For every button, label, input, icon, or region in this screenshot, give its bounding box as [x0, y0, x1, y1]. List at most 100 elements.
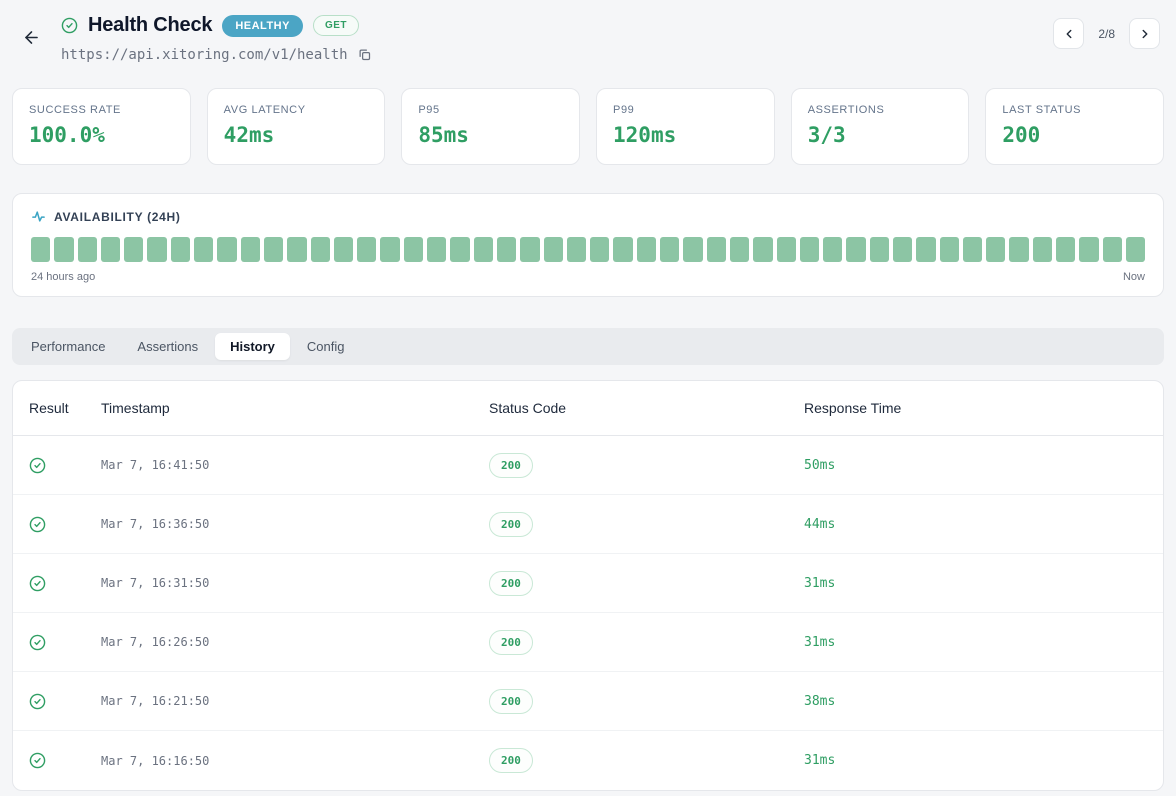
availability-end-label: Now — [1122, 271, 1145, 283]
stat-value: 100.0% — [29, 123, 105, 147]
availability-bar — [683, 237, 703, 262]
timestamp-cell: Mar 7, 16:16:50 — [101, 753, 210, 768]
back-button[interactable] — [16, 22, 47, 53]
availability-bar — [1125, 237, 1146, 262]
availability-bar — [473, 237, 493, 262]
availability-bar — [566, 237, 587, 262]
availability-bar — [380, 237, 400, 262]
stat-card-p99: P99 120ms — [596, 88, 775, 165]
availability-bar — [892, 237, 913, 262]
pagination: 2/8 — [1053, 18, 1160, 49]
next-page-button[interactable] — [1129, 18, 1160, 49]
result-success-icon — [29, 693, 101, 710]
availability-bar — [310, 237, 330, 262]
result-success-icon — [29, 634, 101, 651]
availability-bar — [1056, 237, 1076, 262]
availability-bar — [799, 237, 820, 262]
availability-bar — [403, 237, 424, 262]
availability-bar — [1102, 237, 1122, 262]
availability-card: AVAILABILITY (24H) 24 hours ago Now — [12, 193, 1164, 297]
status-badge: HEALTHY — [222, 14, 303, 37]
availability-bar — [1009, 237, 1029, 262]
stat-value: 3/3 — [807, 123, 846, 147]
chevron-right-icon — [1138, 27, 1152, 41]
timestamp-cell: Mar 7, 16:36:50 — [101, 517, 210, 531]
availability-bar — [217, 237, 237, 262]
availability-bar — [147, 237, 167, 262]
status-code-badge: 200 — [489, 688, 533, 714]
status-code-badge: 200 — [489, 511, 533, 537]
stats-row: SUCCESS RATE 100.0% AVG LATENCY 42ms P95… — [12, 88, 1165, 165]
copy-icon — [357, 47, 372, 62]
arrow-left-icon — [22, 28, 41, 47]
result-success-icon — [29, 752, 101, 769]
stat-card-p95: P95 85ms — [401, 88, 581, 165]
availability-bar — [776, 237, 796, 262]
availability-bar — [916, 237, 936, 262]
stat-label: P99 — [613, 104, 635, 116]
timestamp-cell: Mar 7, 16:21:50 — [101, 694, 210, 708]
result-success-icon — [29, 516, 101, 533]
result-success-icon — [29, 575, 101, 592]
availability-bar — [823, 237, 843, 262]
availability-bar — [590, 237, 610, 262]
tab-history[interactable]: History — [215, 333, 290, 360]
response-time-cell: 50ms — [804, 457, 836, 473]
tab-assertions[interactable]: Assertions — [122, 333, 213, 360]
availability-bar — [986, 237, 1006, 262]
chevron-left-icon — [1062, 27, 1076, 41]
timestamp-cell: Mar 7, 16:41:50 — [101, 458, 210, 472]
table-row: Mar 7, 16:41:50 200 50ms — [13, 436, 1163, 495]
stat-value: 200 — [1002, 123, 1041, 147]
activity-icon — [31, 209, 46, 224]
stat-label: SUCCESS RATE — [29, 104, 121, 116]
stat-value: 85ms — [418, 123, 469, 147]
response-time-cell: 31ms — [804, 575, 836, 591]
column-header-response-time: Response Time — [804, 400, 902, 416]
method-badge: GET — [312, 15, 360, 36]
timestamp-cell: Mar 7, 16:26:50 — [101, 635, 210, 649]
prev-page-button[interactable] — [1053, 18, 1085, 49]
availability-bar — [263, 237, 284, 262]
availability-bars — [31, 237, 1146, 262]
copy-url-button[interactable] — [356, 46, 373, 63]
stat-card-success-rate: SUCCESS RATE 100.0% — [12, 88, 191, 165]
table-header-row: Result Timestamp Status Code Response Ti… — [13, 381, 1163, 436]
tab-config[interactable]: Config — [292, 333, 360, 360]
availability-bar — [520, 237, 540, 262]
response-time-cell: 31ms — [804, 753, 836, 768]
stat-label: P95 — [418, 104, 440, 116]
availability-bar — [287, 237, 307, 262]
stat-card-avg-latency: AVG LATENCY 42ms — [206, 88, 386, 165]
stat-label: ASSERTIONS — [807, 104, 885, 116]
availability-bar — [357, 237, 377, 262]
table-row: Mar 7, 16:26:50 200 31ms — [13, 613, 1163, 672]
availability-bar — [846, 237, 866, 262]
availability-bar — [939, 237, 959, 262]
history-table: Result Timestamp Status Code Response Ti… — [12, 380, 1164, 791]
check-circle-icon — [61, 17, 78, 34]
availability-bar — [240, 237, 260, 262]
status-code-badge: 200 — [489, 629, 533, 655]
tab-performance[interactable]: Performance — [16, 333, 120, 360]
stat-label: LAST STATUS — [1002, 104, 1082, 116]
page-title: Health Check — [88, 14, 213, 36]
availability-bar — [100, 237, 121, 262]
column-header-status-code: Status Code — [489, 400, 567, 416]
status-code-badge: 200 — [489, 748, 533, 773]
availability-bar — [170, 237, 191, 262]
status-code-badge: 200 — [489, 570, 533, 596]
stat-value: 120ms — [613, 123, 677, 147]
availability-bar — [496, 237, 517, 262]
table-row: Mar 7, 16:36:50 200 44ms — [13, 495, 1163, 554]
page-header: Health Check HEALTHY GET https://api.xit… — [0, 0, 1176, 63]
response-time-cell: 31ms — [804, 634, 836, 650]
availability-bar — [962, 237, 983, 262]
table-row: Mar 7, 16:31:50 200 31ms — [13, 554, 1163, 613]
stat-label: AVG LATENCY — [223, 104, 306, 116]
column-header-result: Result — [29, 400, 69, 416]
availability-bar — [1079, 237, 1099, 262]
endpoint-url: https://api.xitoring.com/v1/health — [61, 46, 348, 63]
availability-bar — [77, 237, 97, 262]
table-row: Mar 7, 16:16:50 200 31ms — [13, 731, 1163, 790]
